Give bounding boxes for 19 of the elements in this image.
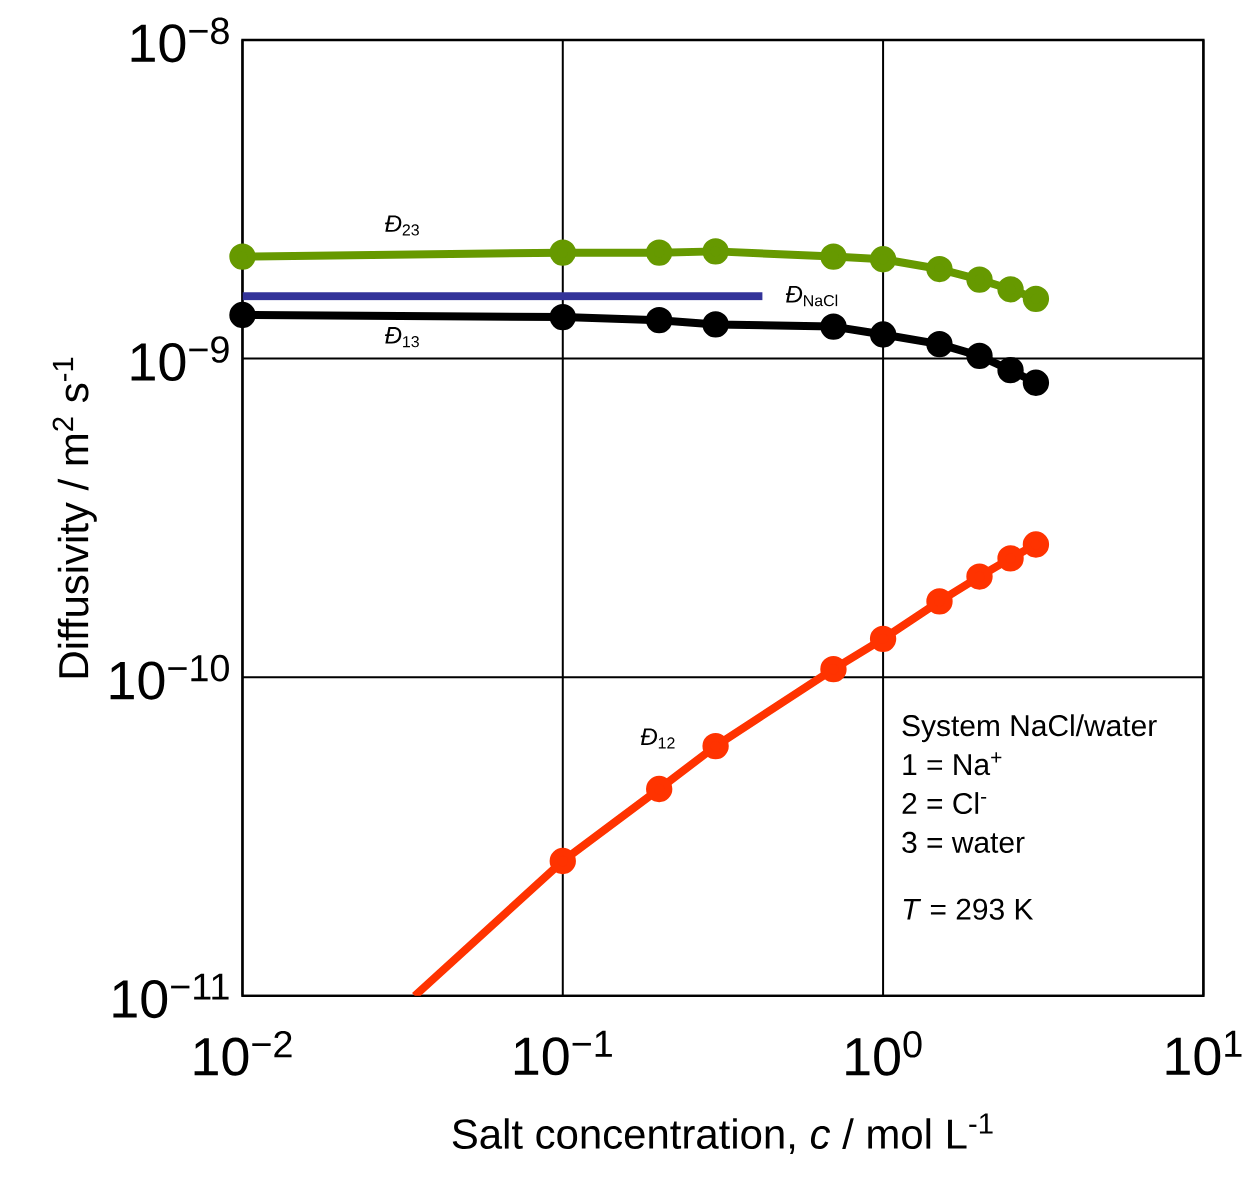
annotation: System NaCl/water (902, 714, 1157, 742)
y-tick-label: 10$^{−8}$ (131, 17, 229, 63)
y-tick-label: 10$^{−9}$ (131, 335, 229, 381)
x-axis-title: Salt concentration, c / mol L$^{-1}$ (452, 1113, 993, 1154)
series-label: Đ$_{13}$ (385, 326, 419, 348)
y-axis-title: Diffusivity / m$^{2}$ s$^{-1}$ (52, 357, 97, 677)
x-tick-label: 10$^{0}$ (846, 1030, 922, 1076)
annotation: 1 = Na$^{+}$ (903, 752, 1002, 775)
x-tick-label: 10$^{−2}$ (194, 1030, 292, 1076)
y-tick-label: 10$^{−11}$ (113, 973, 229, 1018)
series-label: Đ$_{12}$ (640, 728, 675, 749)
annotation: T = 293 K (903, 898, 1034, 920)
series-label: Đ$_{NaCl}$ (785, 285, 838, 307)
y-tick-label: 10$^{−10}$ (110, 654, 229, 700)
series-label: Đ$_{23}$ (385, 215, 419, 236)
annotation: 3 = water (902, 831, 1025, 853)
x-tick-label: 10$^{−1}$ (514, 1030, 612, 1076)
x-tick-label: 10$^{1}$ (1166, 1030, 1242, 1076)
annotation: 2 = Cl$^{-}$ (902, 791, 987, 814)
